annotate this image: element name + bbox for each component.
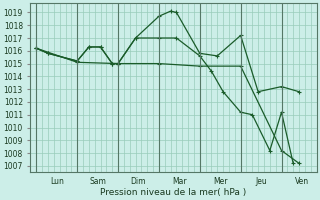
X-axis label: Pression niveau de la mer( hPa ): Pression niveau de la mer( hPa ) (100, 188, 247, 197)
